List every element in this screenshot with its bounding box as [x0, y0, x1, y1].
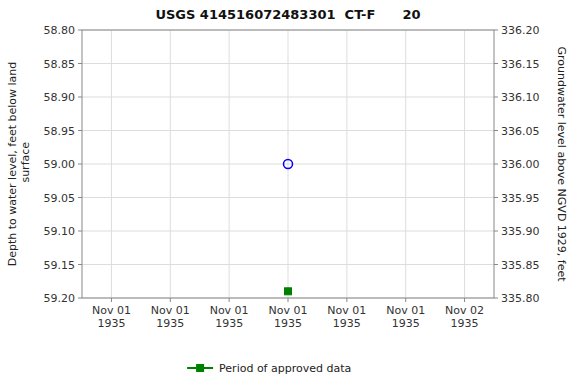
point	[285, 288, 292, 295]
plot-frame	[82, 30, 494, 298]
tick-label: 335.95	[501, 192, 540, 205]
tick-label: 59.05	[44, 192, 76, 205]
grid-line	[288, 30, 289, 298]
tick	[78, 30, 82, 31]
tick	[111, 298, 112, 302]
legend-label: Period of approved data	[219, 362, 351, 375]
tick	[464, 298, 465, 302]
tick	[78, 264, 82, 265]
tick-label: 336.15	[501, 58, 540, 71]
grid-line	[346, 30, 347, 298]
tick-label: 336.10	[501, 91, 540, 104]
tick	[170, 298, 171, 302]
tick	[494, 298, 498, 299]
tick-label: 59.00	[44, 158, 76, 171]
tick-label: Nov 021935	[445, 304, 484, 330]
tick	[78, 97, 82, 98]
grid	[82, 30, 494, 298]
tick	[494, 63, 498, 64]
tick	[405, 298, 406, 302]
tick-label: Nov 011935	[327, 304, 366, 330]
tick-label: 59.15	[44, 259, 76, 272]
grid-line	[229, 30, 230, 298]
tick-label: 335.90	[501, 225, 540, 238]
tick	[78, 130, 82, 131]
tick-label: 58.80	[44, 24, 76, 37]
tick	[78, 164, 82, 165]
tick-label: 336.00	[501, 158, 540, 171]
tick	[288, 298, 289, 302]
y-axis: 58.80 58.85 58.90 58.95 59.00 59.05 59.10 59.15…	[44, 24, 83, 305]
tick-label: Nov 011935	[386, 304, 425, 330]
tick	[229, 298, 230, 302]
tick	[78, 298, 82, 299]
title: USGS 414516072483301 CT-F 20	[155, 7, 420, 22]
tick-label: Nov 011935	[151, 304, 190, 330]
tick-label: Nov 011935	[210, 304, 249, 330]
tick-label: 336.05	[501, 125, 540, 138]
tick	[346, 298, 347, 302]
tick-label: Nov 011935	[92, 304, 131, 330]
tick	[78, 197, 82, 198]
tick-label: 336.20	[501, 24, 540, 37]
y-axis-label: Depth to water level, feet below land su…	[6, 62, 32, 267]
grid-line	[405, 30, 406, 298]
grid-line	[464, 30, 465, 298]
tick-label: 58.95	[44, 125, 76, 138]
tick	[494, 164, 498, 165]
point	[284, 160, 293, 169]
series	[285, 288, 292, 295]
legend: Period of approved data	[187, 362, 351, 375]
tick	[78, 231, 82, 232]
tick	[494, 231, 498, 232]
tick-label: 335.80	[501, 292, 540, 305]
chart: 58.80 58.85 58.90 58.95 59.00 59.05 59.10 59.15…	[0, 0, 576, 384]
tick	[78, 63, 82, 64]
tick-label: 59.20	[44, 292, 76, 305]
background	[0, 0, 576, 384]
grid-line	[170, 30, 171, 298]
tick-label: 59.10	[44, 225, 76, 238]
y2-axis-label: Groundwater level above NGVD 1929, feet	[555, 46, 568, 282]
grid-line	[111, 30, 112, 298]
tick	[494, 97, 498, 98]
y2-axis: 336.20 336.15 336.10 336.05 336.00 335.95 335.…	[494, 24, 540, 305]
tick	[494, 264, 498, 265]
tick-label: 58.85	[44, 58, 76, 71]
x-axis: Nov 011935 Nov 011935 Nov 011935 Nov 011935…	[92, 298, 484, 330]
tick-label: 335.85	[501, 259, 540, 272]
tick	[494, 197, 498, 198]
tick-label: 58.90	[44, 91, 76, 104]
marks	[284, 160, 293, 295]
tick-label: Nov 011935	[269, 304, 308, 330]
series	[284, 160, 293, 169]
tick	[494, 30, 498, 31]
legend-marker	[196, 364, 204, 372]
tick	[494, 130, 498, 131]
